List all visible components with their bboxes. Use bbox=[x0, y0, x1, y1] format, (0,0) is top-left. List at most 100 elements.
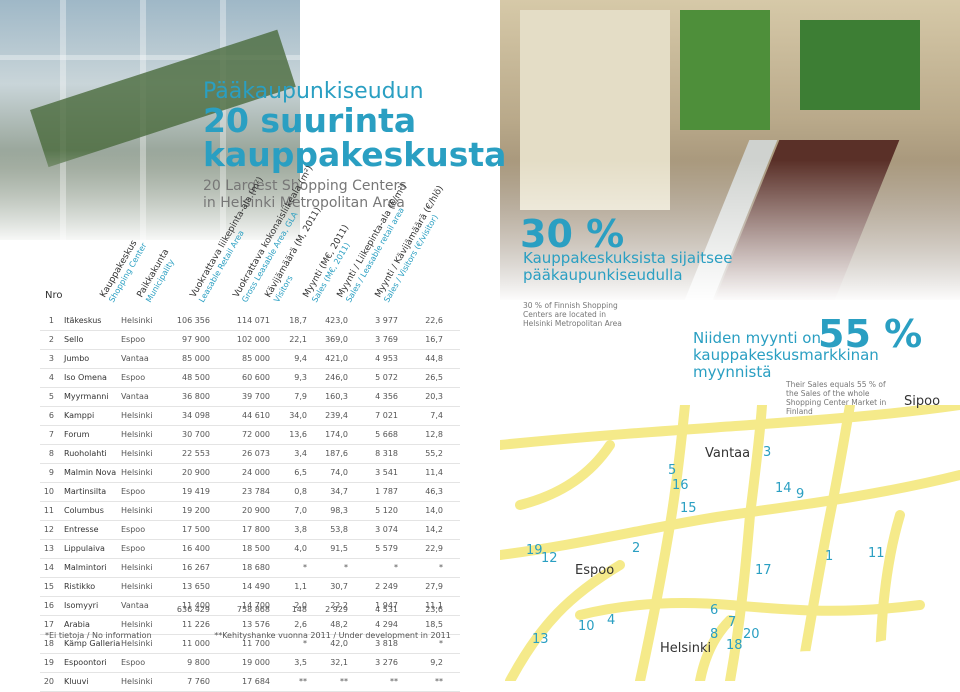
stat-55-percent: 55 % bbox=[818, 312, 923, 356]
visitors: 0,8 bbox=[294, 487, 307, 496]
shopping-center-name: Malmintori bbox=[64, 563, 107, 572]
map-pin-20: 20 bbox=[743, 627, 760, 642]
sales-per-m2: 3 074 bbox=[375, 525, 398, 534]
city-helsinki: Helsinki bbox=[660, 641, 712, 656]
sales-per-m2: 5 120 bbox=[375, 506, 398, 515]
sales-per-m2: 4 356 bbox=[375, 392, 398, 401]
table-row: 3 Jumbo Vantaa 85 000 85 000 9,4 421,0 4 953 44,… bbox=[40, 350, 460, 369]
gross-leasable-area: 18 680 bbox=[242, 563, 270, 572]
leasable-retail-area: 85 000 bbox=[182, 354, 210, 363]
city-espoo: Espoo bbox=[575, 563, 615, 578]
municipality: Helsinki bbox=[121, 468, 153, 477]
table-row: 11 Columbus Helsinki 19 200 20 900 7,0 98,3 5 1… bbox=[40, 502, 460, 521]
visitors: 2,6 bbox=[294, 620, 307, 629]
sales-per-visitor: 14,2 bbox=[425, 525, 443, 534]
title-line-3: kauppakeskusta bbox=[203, 135, 507, 174]
municipality: Helsinki bbox=[121, 430, 153, 439]
map-pin-15: 15 bbox=[680, 501, 697, 516]
municipality: Espoo bbox=[121, 658, 146, 667]
row-number: 11 bbox=[43, 506, 54, 515]
sales: 32,1 bbox=[330, 658, 348, 667]
sales-per-m2: * bbox=[394, 563, 398, 572]
row-number: 15 bbox=[43, 582, 54, 591]
sales: 53,8 bbox=[330, 525, 348, 534]
visitors: 3,8 bbox=[294, 525, 307, 534]
table-row: 4 Iso Omena Espoo 48 500 60 600 9,3 246,0 5 072… bbox=[40, 369, 460, 388]
shopping-center-name: Kamppi bbox=[64, 411, 95, 420]
shopping-center-name: Forum bbox=[64, 430, 90, 439]
sales-per-visitor: 22,6 bbox=[425, 316, 443, 325]
sales-per-visitor: 22,9 bbox=[425, 544, 443, 553]
visitors: 9,3 bbox=[294, 373, 307, 382]
map-pin-16: 16 bbox=[672, 478, 689, 493]
visitors: 2,0 bbox=[294, 601, 307, 610]
road-network bbox=[495, 400, 960, 686]
sales-per-visitor: * bbox=[439, 639, 443, 648]
sales-per-m2: 1 947 bbox=[375, 601, 398, 610]
row-number: 6 bbox=[48, 411, 54, 420]
sales-per-visitor: 11,4 bbox=[425, 468, 443, 477]
table-row: 2 Sello Espoo 97 900 102 000 22,1 369,0 3 769 16… bbox=[40, 331, 460, 350]
row-number: 3 bbox=[48, 354, 54, 363]
municipality: Vantaa bbox=[121, 601, 149, 610]
shopping-center-name: Isomyyri bbox=[64, 601, 99, 610]
sales-per-m2: 5 072 bbox=[375, 373, 398, 382]
shopping-center-name: Kluuvi bbox=[64, 677, 89, 686]
row-number: 7 bbox=[48, 430, 54, 439]
stat-30-percent: 30 % bbox=[520, 212, 625, 256]
map-pin-12: 12 bbox=[541, 551, 558, 566]
municipality: Helsinki bbox=[121, 620, 153, 629]
map-pin-6: 6 bbox=[710, 603, 719, 618]
map-pin-18: 18 bbox=[726, 638, 743, 653]
table-row: 7 Forum Helsinki 30 700 72 000 13,6 174,0 5 668… bbox=[40, 426, 460, 445]
sales-per-m2: 5 579 bbox=[375, 544, 398, 553]
sales: * bbox=[344, 563, 348, 572]
leasable-retail-area: 19 200 bbox=[182, 506, 210, 515]
title-line-2: 20 suurinta bbox=[203, 101, 417, 140]
shopping-center-name: Myyrmanni bbox=[64, 392, 109, 401]
total-sales-per-m2: 4 531 bbox=[375, 605, 398, 614]
map-pin-11: 11 bbox=[868, 546, 885, 561]
footnote-no-info: *Ei tietoja / No information bbox=[45, 631, 152, 640]
table-row: 9 Malmin Nova Helsinki 20 900 24 000 6,5 74,0 3… bbox=[40, 464, 460, 483]
visitors: 3,4 bbox=[294, 449, 307, 458]
row-number: 5 bbox=[48, 392, 54, 401]
row-number: 20 bbox=[43, 677, 54, 686]
sales-per-m2: 1 787 bbox=[375, 487, 398, 496]
gross-leasable-area: 14 490 bbox=[242, 582, 270, 591]
sales-per-m2: 3 769 bbox=[375, 335, 398, 344]
sales: 423,0 bbox=[325, 316, 348, 325]
gross-leasable-area: 13 576 bbox=[242, 620, 270, 629]
row-number: 12 bbox=[43, 525, 54, 534]
gross-leasable-area: 17 800 bbox=[242, 525, 270, 534]
gross-leasable-area: 102 000 bbox=[236, 335, 270, 344]
sales-per-m2: 3 541 bbox=[375, 468, 398, 477]
stat-30-english: 30 % of Finnish Shopping Centers are loc… bbox=[523, 301, 622, 328]
leasable-retail-area: 30 700 bbox=[182, 430, 210, 439]
sales: 421,0 bbox=[325, 354, 348, 363]
title-line-1: Pääkaupunkiseudun bbox=[203, 79, 424, 104]
sales: 34,7 bbox=[330, 487, 348, 496]
map-pin-2: 2 bbox=[632, 541, 641, 556]
footnote-under-development: **Kehityshanke vuonna 2011 / Under devel… bbox=[214, 631, 451, 640]
map-pin-4: 4 bbox=[607, 613, 616, 628]
leasable-retail-area: 48 500 bbox=[182, 373, 210, 382]
title-block: Pääkaupunkiseudun 20 suurinta kauppakesk… bbox=[203, 80, 523, 212]
municipality: Espoo bbox=[121, 373, 146, 382]
gross-leasable-area: 114 071 bbox=[236, 316, 270, 325]
row-number: 17 bbox=[43, 620, 54, 629]
row-number: 16 bbox=[43, 601, 54, 610]
shopping-center-name: Entresse bbox=[64, 525, 99, 534]
shopping-center-name: Malmin Nova bbox=[64, 468, 117, 477]
sales-per-visitor: 55,2 bbox=[425, 449, 443, 458]
row-number: 2 bbox=[48, 335, 54, 344]
city-sipoo: Sipoo bbox=[904, 394, 941, 409]
footnotes: *Ei tietoja / No information **Kehitysha… bbox=[45, 631, 511, 640]
table-row: 17 Arabia Helsinki 11 226 13 576 2,6 48,2 4 294… bbox=[40, 616, 460, 635]
municipality: Helsinki bbox=[121, 639, 153, 648]
municipality: Espoo bbox=[121, 487, 146, 496]
municipality: Helsinki bbox=[121, 449, 153, 458]
sales: ** bbox=[340, 677, 348, 686]
sales-per-visitor: ** bbox=[435, 677, 443, 686]
sales-per-visitor: 44,8 bbox=[425, 354, 443, 363]
